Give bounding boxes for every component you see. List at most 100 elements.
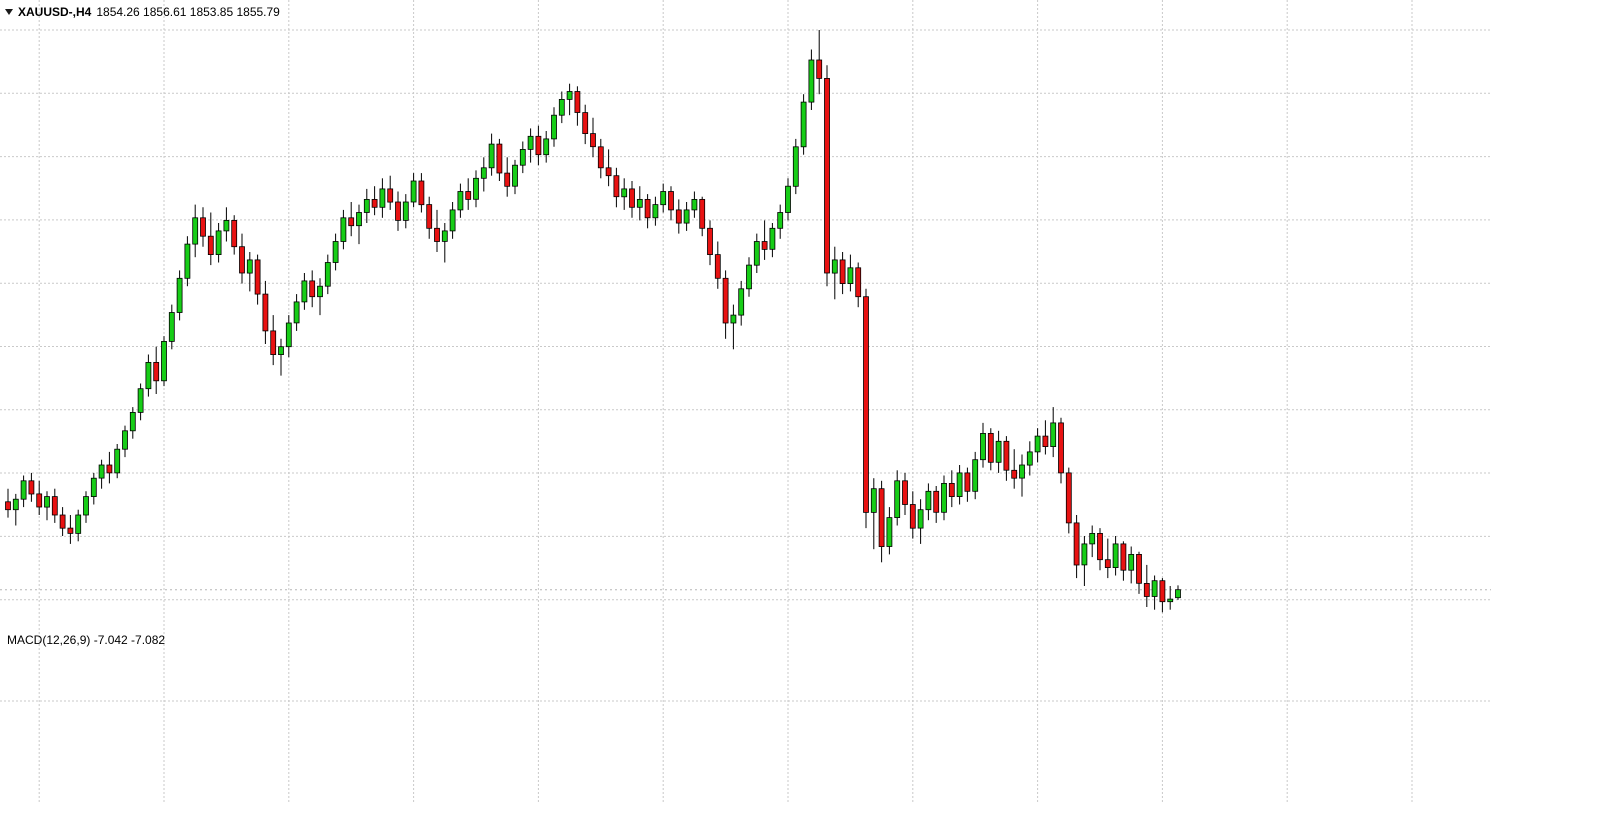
bull-candle	[137, 388, 144, 413]
bear-candle	[839, 259, 846, 284]
bear-candle	[933, 490, 940, 513]
bear-candle	[426, 204, 433, 229]
bull-candle	[792, 146, 799, 187]
candlestick-layer	[5, 30, 1181, 613]
bull-candle	[410, 180, 417, 203]
bull-candle	[730, 314, 737, 324]
bear-candle	[824, 78, 830, 274]
bear-candle	[1104, 559, 1111, 569]
bull-candle	[83, 496, 89, 516]
bull-candle	[800, 101, 807, 148]
bull-candle	[441, 230, 448, 242]
bull-candle	[98, 464, 105, 479]
bull-candle	[1128, 554, 1135, 571]
bull-candle	[356, 212, 362, 227]
bull-candle	[278, 346, 284, 356]
bear-candle	[613, 175, 620, 198]
bear-candle	[254, 259, 261, 295]
bull-candle	[660, 191, 667, 206]
bull-candle	[1151, 580, 1158, 597]
bull-candle	[738, 288, 745, 316]
bull-candle	[324, 262, 331, 287]
bear-candle	[574, 91, 581, 113]
bear-candle	[28, 480, 35, 495]
bull-candle	[20, 480, 27, 500]
bear-candle	[465, 191, 472, 200]
bull-candle	[551, 114, 557, 140]
bear-candle	[590, 133, 596, 148]
bear-candle	[699, 198, 706, 229]
bear-candle	[59, 514, 66, 529]
bull-candle	[90, 477, 97, 498]
bear-candle	[668, 191, 674, 211]
bull-candle	[44, 496, 50, 508]
bull-candle	[683, 209, 690, 224]
bear-candle	[309, 280, 316, 298]
bull-candle	[122, 430, 128, 450]
chart-header: XAUUSD-,H4 1854.26 1856.61 1853.85 1855.…	[5, 5, 280, 19]
bear-candle	[1003, 440, 1010, 471]
bull-candle	[114, 448, 121, 474]
bear-candle	[496, 143, 503, 174]
bear-candle	[722, 277, 729, 324]
bear-candle	[348, 217, 355, 227]
bull-candle	[543, 138, 550, 156]
bull-candle	[129, 411, 136, 432]
bull-candle	[480, 167, 487, 179]
bull-candle	[457, 191, 464, 211]
bear-candle	[948, 482, 955, 497]
bull-candle	[972, 459, 979, 492]
bull-candle	[527, 135, 534, 150]
bull-candle	[1175, 589, 1181, 599]
bull-candle	[847, 267, 854, 284]
bull-candle	[870, 488, 877, 513]
bull-candle	[831, 259, 838, 274]
bull-candle	[449, 209, 456, 232]
bear-candle	[231, 219, 238, 248]
bull-candle	[956, 472, 963, 497]
chart-collapse-icon[interactable]	[5, 9, 13, 15]
bear-candle	[605, 167, 612, 177]
bear-candle	[1065, 472, 1072, 524]
bear-candle	[964, 472, 971, 492]
bear-candle	[1042, 435, 1049, 448]
bull-candle	[379, 188, 386, 208]
bear-candle	[1143, 583, 1150, 597]
bull-candle	[332, 241, 339, 263]
bear-candle	[200, 217, 206, 237]
bear-candle	[863, 296, 869, 513]
bull-candle	[512, 164, 518, 187]
bear-candle	[270, 330, 277, 355]
bull-candle	[777, 212, 784, 229]
bull-candle	[1026, 451, 1033, 466]
bear-candle	[387, 188, 394, 203]
bull-candle	[1050, 422, 1057, 447]
bull-candle	[1167, 598, 1174, 603]
bull-candle	[176, 277, 183, 313]
bear-candle	[51, 496, 58, 516]
bull-candle	[652, 204, 659, 219]
bear-candle	[816, 59, 823, 79]
bull-candle	[192, 217, 199, 245]
bull-candle	[168, 312, 175, 342]
bear-candle	[262, 293, 269, 332]
bear-candle	[371, 198, 378, 208]
bull-candle	[363, 198, 370, 213]
bull-candle	[317, 285, 323, 298]
bear-candle	[207, 235, 214, 255]
bear-candle	[535, 135, 542, 156]
bear-candle	[5, 501, 11, 511]
bull-candle	[995, 440, 1002, 463]
bull-candle	[753, 241, 760, 266]
bull-candle	[621, 188, 628, 198]
bear-candle	[418, 180, 425, 206]
bull-candle	[558, 99, 565, 116]
macd-indicator-label: MACD(12,26,9) -7.042 -7.082	[7, 633, 166, 647]
bull-candle	[769, 227, 776, 250]
bull-candle	[886, 517, 893, 547]
bear-candle	[597, 146, 604, 169]
bear-candle	[855, 267, 862, 298]
